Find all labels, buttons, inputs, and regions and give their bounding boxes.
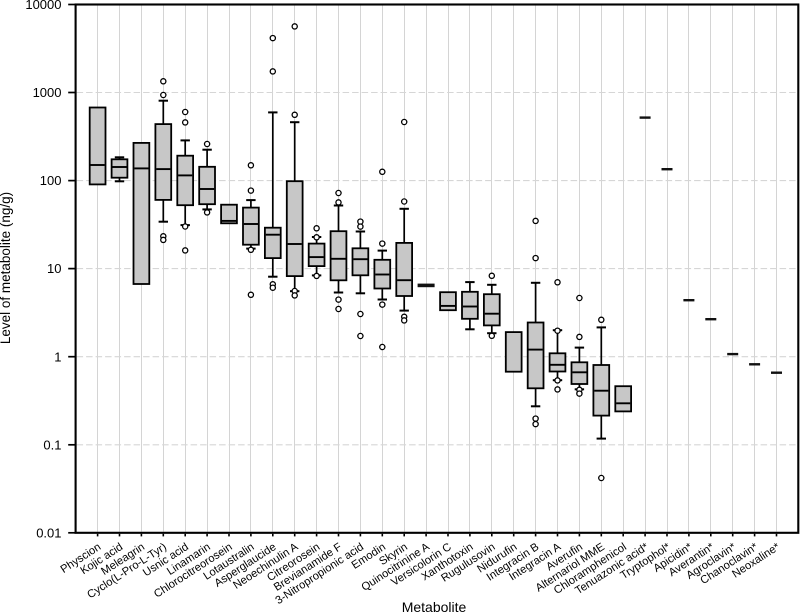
svg-text:10: 10	[47, 261, 61, 276]
svg-text:Metabolite: Metabolite	[402, 599, 467, 614]
svg-text:0.01: 0.01	[36, 525, 61, 540]
svg-text:1: 1	[54, 349, 61, 364]
svg-text:Level of metabolite (ng/g): Level of metabolite (ng/g)	[0, 192, 13, 344]
svg-text:0.1: 0.1	[43, 437, 61, 452]
svg-text:10000: 10000	[25, 0, 61, 12]
svg-text:100: 100	[40, 173, 62, 188]
svg-text:1000: 1000	[33, 85, 62, 100]
